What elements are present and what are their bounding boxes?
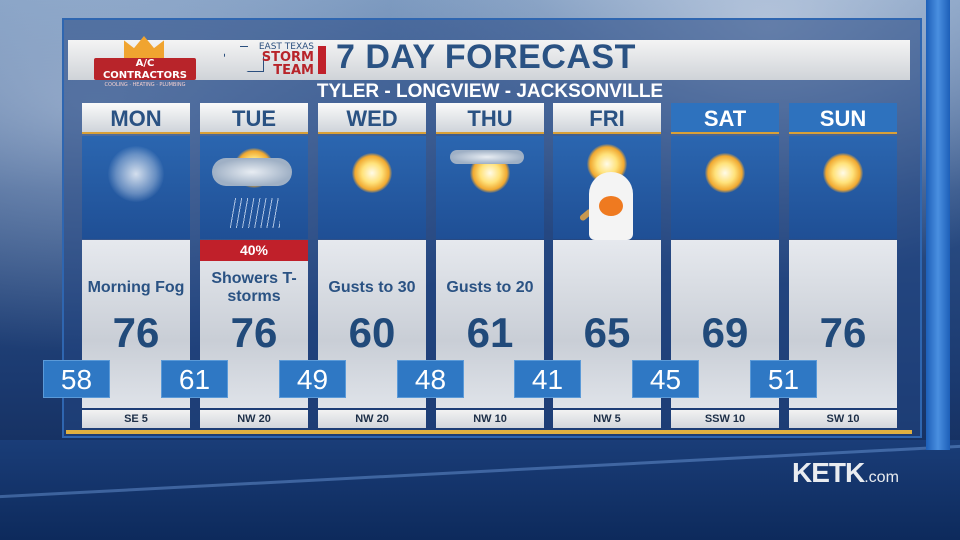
thunderstorm-icon [200,136,308,239]
low-temp-box: 58 [43,360,110,398]
condition-text: Gusts to 20 [446,279,534,296]
wind-text: NW 5 [553,410,661,428]
day-header: SUN [789,103,897,134]
wind-text: SE 5 [82,410,190,428]
low-temp-box: 51 [750,360,817,398]
gold-divider [66,430,912,434]
cloud-icon [212,158,292,186]
day-header: FRI [553,103,661,134]
high-temp: 61 [466,309,514,356]
cloud-icon [450,150,524,164]
high-temp: 76 [230,309,278,356]
crown-icon [124,36,164,58]
wind-text: SSW 10 [671,410,779,428]
day-header: WED [318,103,426,134]
condition-text: Gusts to 30 [328,279,416,296]
fog-icon [108,146,164,202]
station-name: KETK [792,457,865,488]
brand-line3: TEAM [273,63,314,78]
low-temp-box: 45 [632,360,699,398]
location-subtitle: TYLER - LONGVIEW - JACKSONVILLE [316,81,664,102]
sponsor-tagline: COOLING · HEATING · PLUMBING [104,82,186,88]
sun-icon [823,153,863,193]
low-temp-box: 61 [161,360,228,398]
sun-icon [318,136,426,239]
wind-text: NW 10 [436,410,544,428]
wind-text: NW 20 [318,410,426,428]
rain-icon [230,198,280,228]
sponsor-badge: A/C CONTRACTORS COOLING · HEATING · PLUM… [94,58,196,88]
day-header: TUE [200,103,308,134]
station-suffix: .com [864,469,899,486]
sun-halloween-dog-icon [553,136,661,240]
low-temp-box: 49 [279,360,346,398]
brand-line2: STORM [261,50,314,65]
high-temp: 65 [583,309,631,356]
pumpkin-icon [599,196,623,216]
fog-sun-icon [82,136,190,239]
condition-text: Showers T-storms [211,270,297,305]
sponsor-name: A/C CONTRACTORS [102,58,188,81]
low-temp-box: 48 [397,360,464,398]
precip-chance-badge: 40% [200,240,308,261]
high-temp: 76 [819,309,867,356]
high-temp: 69 [701,309,749,356]
sun-icon [671,136,779,239]
day-column: MON Morning Fog 76 SE 5 [82,103,190,428]
ghost-dog-icon [578,172,639,240]
sponsor-logo: A/C CONTRACTORS COOLING · HEATING · PLUM… [94,36,196,88]
title-accent [318,46,326,74]
day-column: SUN 76 SW 10 [789,103,897,428]
day-header: THU [436,103,544,134]
header-bar [68,40,910,80]
high-temp: 76 [112,309,160,356]
low-temp-box: 41 [514,360,581,398]
sun-icon [352,153,392,193]
studio-pillar [926,0,950,450]
brand-line1: EAST TEXAS [258,42,314,52]
day-header: SAT [671,103,779,134]
storm-team-logo: EAST TEXAS STORM TEAM [224,42,314,78]
high-temp: 60 [348,309,396,356]
page-title: 7 DAY FORECAST [336,38,636,76]
sun-icon [705,153,745,193]
condition-text: Morning Fog [87,279,185,296]
station-logo: KETK.com [792,458,899,493]
sun-icon [789,136,897,239]
wind-text: SW 10 [789,410,897,428]
wind-text: NW 20 [200,410,308,428]
studio-floor [0,440,960,540]
day-header: MON [82,103,190,134]
mostly-sunny-icon [436,136,544,239]
